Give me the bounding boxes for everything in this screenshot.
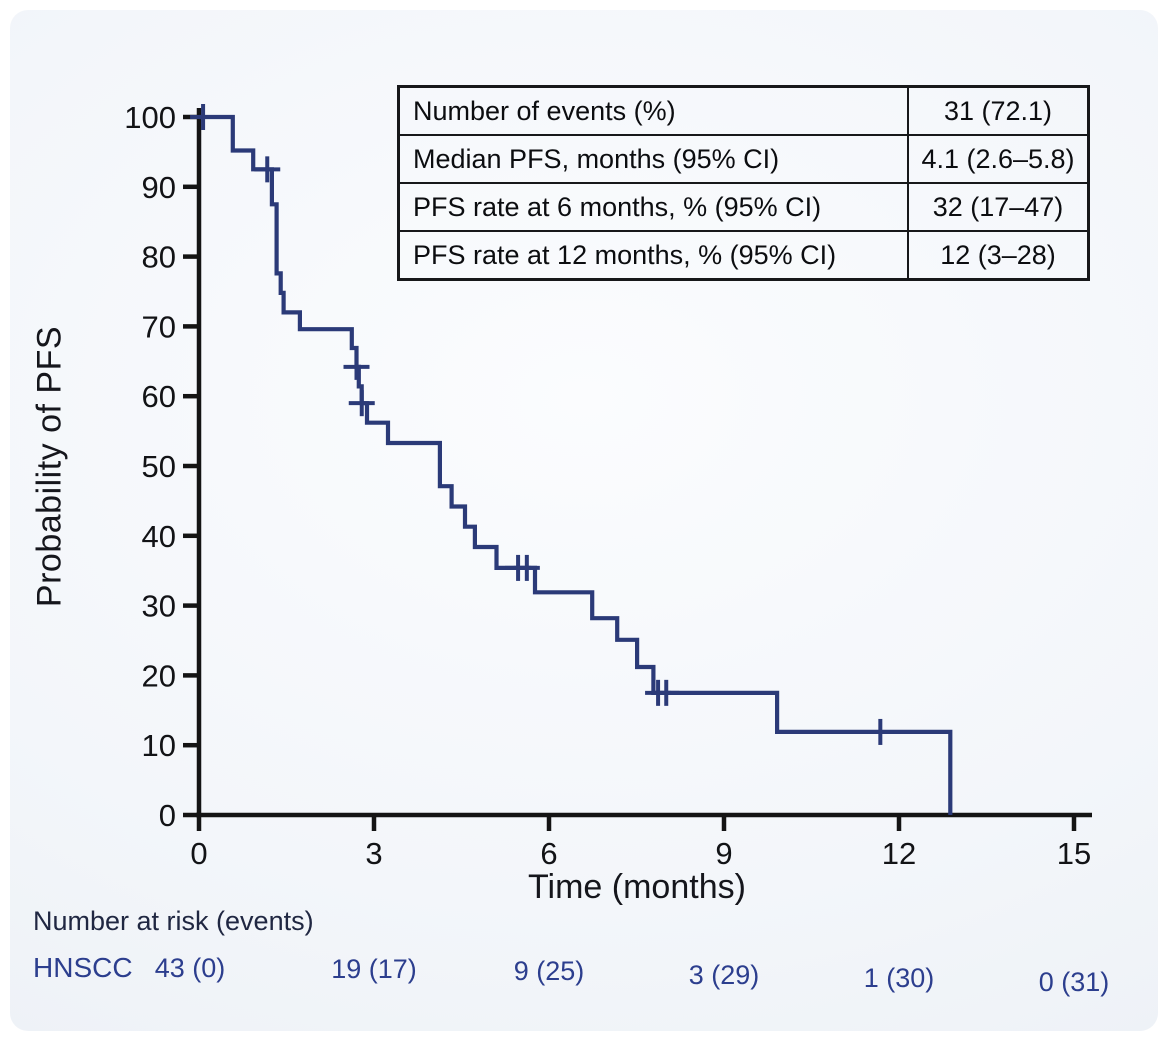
- risk-group-label: HNSCC: [33, 952, 133, 983]
- y-tick-label: 90: [142, 170, 176, 205]
- y-tick-label: 100: [124, 100, 176, 135]
- figure-panel: [10, 10, 1158, 1031]
- stats-table: Number of events (%) 31 (72.1) Median PFS,…: [397, 85, 1090, 281]
- y-tick-label: 60: [142, 379, 176, 414]
- y-tick-label: 20: [142, 658, 176, 693]
- stat-label: PFS rate at 6 months, % (95% CI): [400, 182, 909, 230]
- stat-label: Median PFS, months (95% CI): [400, 134, 909, 182]
- stat-value: 12 (3–28): [909, 230, 1087, 278]
- x-tick-label: 6: [540, 836, 557, 871]
- x-axis-title: Time (months): [528, 868, 746, 906]
- x-tick-label: 12: [882, 836, 916, 871]
- y-tick-label: 80: [142, 240, 176, 275]
- risk-value: 1 (30): [863, 963, 935, 993]
- risk-value: 0 (31): [1038, 967, 1110, 997]
- x-tick-label: 3: [365, 836, 382, 871]
- y-tick-label: 70: [142, 309, 176, 344]
- y-tick-label: 50: [142, 449, 176, 484]
- y-tick-label: 30: [142, 589, 176, 624]
- stat-label: PFS rate at 12 months, % (95% CI): [400, 230, 909, 278]
- stat-value: 4.1 (2.6–5.8): [909, 134, 1087, 182]
- stat-label: Number of events (%): [400, 88, 909, 134]
- y-tick-label: 10: [142, 728, 176, 763]
- risk-table-title: Number at risk (events): [33, 906, 314, 936]
- y-tick-label: 40: [142, 519, 176, 554]
- y-tick-label: 0: [159, 798, 176, 833]
- x-tick-label: 9: [715, 836, 732, 871]
- x-tick-label: 15: [1057, 836, 1091, 871]
- y-axis-title: Probability of PFS: [30, 325, 69, 608]
- risk-value: 9 (25): [513, 956, 585, 986]
- stat-value: 31 (72.1): [943, 95, 1053, 126]
- km-curve: [199, 114, 953, 815]
- risk-value: 43 (0): [154, 953, 226, 983]
- risk-value: 19 (17): [331, 954, 417, 984]
- x-tick-label: 0: [190, 836, 207, 871]
- stat-value: 32 (17–47): [909, 182, 1087, 230]
- risk-value: 3 (29): [688, 960, 760, 990]
